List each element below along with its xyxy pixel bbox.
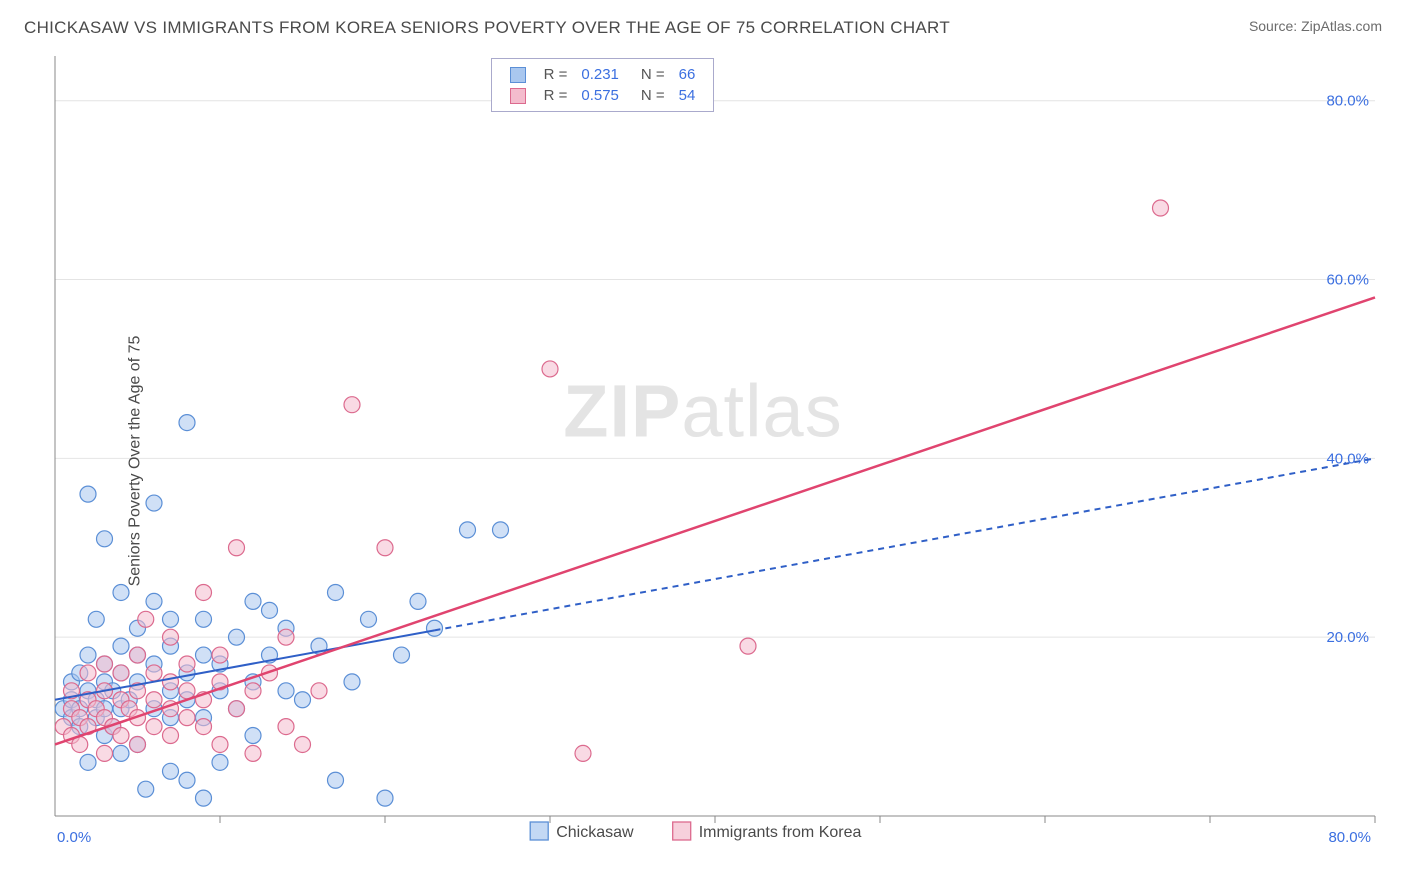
chart-source: Source: ZipAtlas.com bbox=[1249, 18, 1382, 34]
svg-text:80.0%: 80.0% bbox=[1328, 829, 1371, 846]
chart-header: CHICKASAW VS IMMIGRANTS FROM KOREA SENIO… bbox=[0, 0, 1406, 46]
svg-text:40.0%: 40.0% bbox=[1326, 450, 1369, 467]
correlation-legend: R =0.231N =66R =0.575N =54 bbox=[491, 58, 715, 112]
chart-area: Seniors Poverty Over the Age of 75 ZIPat… bbox=[0, 46, 1406, 876]
svg-text:20.0%: 20.0% bbox=[1326, 629, 1369, 646]
scatter-chart: 20.0% 40.0% 60.0% 80.0% 0.0% 80.0% Chickasaw Im… bbox=[0, 46, 1406, 876]
y-axis-label: Seniors Poverty Over the Age of 75 bbox=[126, 336, 144, 587]
svg-text:80.0%: 80.0% bbox=[1326, 93, 1369, 110]
correlation-table: R =0.231N =66R =0.575N =54 bbox=[502, 63, 704, 107]
svg-text:Chickasaw: Chickasaw bbox=[556, 824, 634, 841]
svg-text:0.0%: 0.0% bbox=[57, 829, 91, 846]
svg-text:60.0%: 60.0% bbox=[1326, 272, 1369, 289]
svg-text:Immigrants from Korea: Immigrants from Korea bbox=[699, 824, 862, 841]
chart-title: CHICKASAW VS IMMIGRANTS FROM KOREA SENIO… bbox=[24, 18, 950, 38]
